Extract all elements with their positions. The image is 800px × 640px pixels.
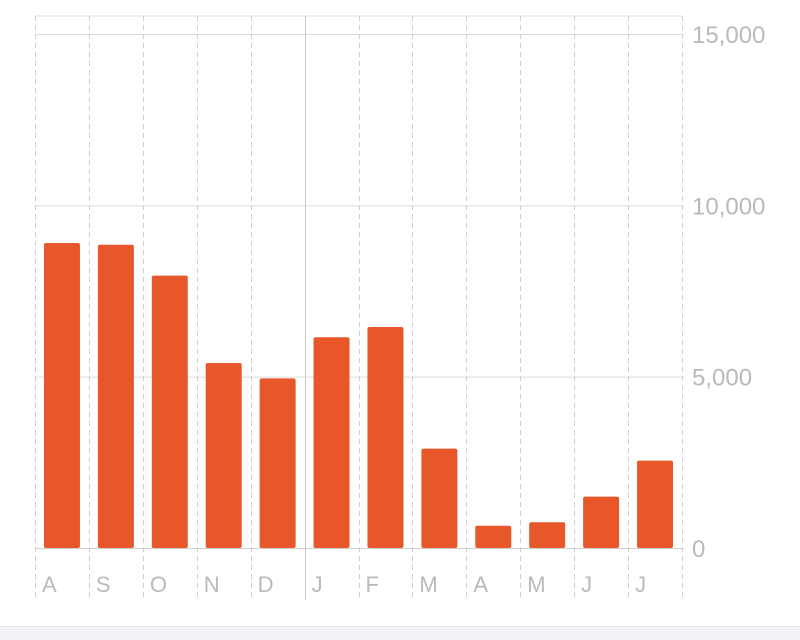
grid xyxy=(35,15,684,600)
x-tick-label: S xyxy=(96,572,111,597)
x-tick-label: N xyxy=(204,572,220,597)
y-tick-label: 0 xyxy=(692,536,705,563)
bar-1[interactable] xyxy=(97,244,134,549)
bar-11[interactable] xyxy=(637,460,674,548)
y-tick-label: 15,000 xyxy=(692,22,765,49)
x-tick-label: J xyxy=(581,572,592,597)
y-tick-label: 10,000 xyxy=(692,193,765,220)
x-tick-label: A xyxy=(473,572,488,597)
bar-2[interactable] xyxy=(151,275,188,548)
bar-3[interactable] xyxy=(205,362,242,548)
x-tick-label: J xyxy=(635,572,646,597)
y-axis-labels: 0 5,000 10,000 15,000 xyxy=(692,22,765,563)
x-tick-label: J xyxy=(312,572,323,597)
bar-5[interactable] xyxy=(313,337,350,548)
bar-6[interactable] xyxy=(367,326,404,548)
x-tick-label: F xyxy=(366,572,379,597)
bar-7[interactable] xyxy=(421,448,458,548)
y-tick-label: 5,000 xyxy=(692,365,752,392)
x-tick-label: D xyxy=(258,572,274,597)
bar-9[interactable] xyxy=(529,522,566,548)
bar-8[interactable] xyxy=(475,525,512,548)
bar-0[interactable] xyxy=(43,243,80,548)
x-tick-label: A xyxy=(42,572,57,597)
bars xyxy=(43,243,674,549)
bar-4[interactable] xyxy=(259,378,296,548)
x-tick-label: M xyxy=(419,572,437,597)
x-tick-label: M xyxy=(527,572,545,597)
x-tick-label: O xyxy=(150,572,167,597)
bar-10[interactable] xyxy=(583,496,620,548)
footer-strip xyxy=(0,626,800,640)
